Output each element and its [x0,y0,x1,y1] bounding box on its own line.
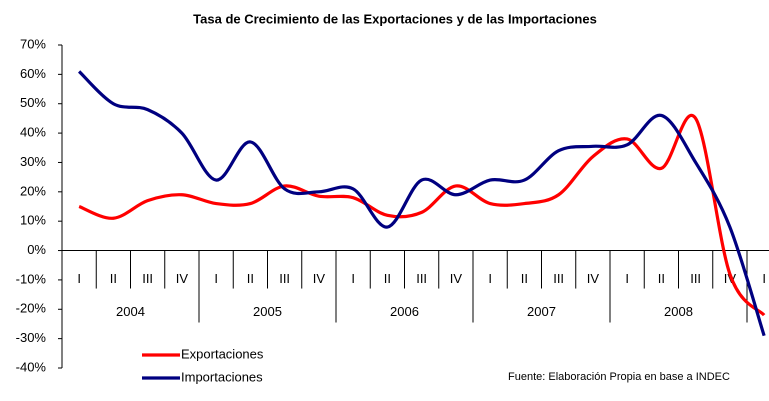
x-tick-label: I [214,271,218,286]
year-label: 2006 [390,304,419,319]
x-tick-label: II [521,271,528,286]
x-tick-label: I [351,271,355,286]
series-line [78,113,766,317]
y-tick-label: 10% [20,213,46,228]
series-line [78,70,766,337]
year-label: 2008 [664,304,693,319]
y-tick-label: -40% [16,359,47,374]
year-label: 2004 [116,304,145,319]
year-label: 2007 [527,304,556,319]
chart-title: Tasa de Crecimiento de las Exportaciones… [193,11,597,26]
x-tick-label: I [762,271,766,286]
x-tick-label: III [142,271,153,286]
y-tick-label: 50% [20,95,46,110]
x-tick-label: IV [176,271,189,286]
y-tick-label: -20% [16,301,47,316]
y-tick-label: 0% [27,242,46,257]
x-tick-label: I [77,271,81,286]
x-tick-label: III [279,271,290,286]
x-tick-label: IV [450,271,463,286]
source-note: Fuente: Elaboración Propia en base a IND… [508,371,730,383]
x-tick-label: II [384,271,391,286]
year-label: 2005 [253,304,282,319]
x-tick-label: III [416,271,427,286]
x-tick-label: IV [313,271,326,286]
x-tick-label: II [658,271,665,286]
y-tick-label: 40% [20,125,46,140]
y-tick-label: 60% [20,66,46,81]
x-tick-label: I [625,271,629,286]
y-tick-label: 70% [20,36,46,51]
y-tick-label: 20% [20,183,46,198]
y-tick-label: -10% [16,271,47,286]
x-tick-label: I [488,271,492,286]
x-tick-label: IV [587,271,600,286]
legend-label: Exportaciones [181,346,264,361]
legend-label: Importaciones [181,369,263,384]
y-tick-label: 30% [20,154,46,169]
x-tick-label: II [247,271,254,286]
x-tick-label: III [553,271,564,286]
x-tick-label: III [690,271,701,286]
y-tick-label: -30% [16,330,47,345]
x-tick-label: II [110,271,117,286]
